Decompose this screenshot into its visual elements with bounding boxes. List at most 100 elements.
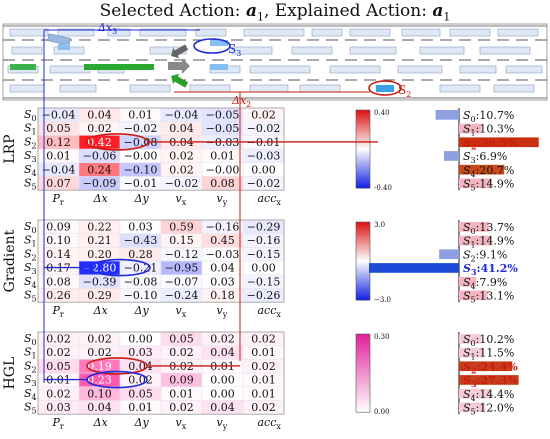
cell-value: −0.04	[42, 163, 76, 176]
cell-value: 0.08	[46, 275, 71, 288]
heatmap-border	[37, 331, 285, 415]
cell-value: 0.02	[169, 163, 194, 176]
cell-value: 0.03	[128, 221, 153, 234]
vehicle	[493, 84, 535, 93]
vehicle	[243, 28, 305, 37]
colorbar-min: −3.0	[374, 296, 391, 304]
column-label: Δy	[134, 192, 150, 205]
s2-highlight	[368, 80, 402, 96]
vehicle	[397, 65, 443, 74]
cell-value: 0.02	[251, 333, 276, 346]
column-label: Δx	[93, 416, 109, 429]
contribution-bar	[443, 151, 459, 161]
column-label: Δy	[134, 304, 150, 317]
cell-value: 0.21	[87, 234, 112, 247]
vehicle	[505, 65, 543, 74]
ego-vehicle	[84, 64, 154, 70]
contribution-bar	[459, 164, 505, 175]
vehicle	[349, 46, 397, 55]
cell-value: 0.01	[251, 346, 276, 359]
row-label: S5	[24, 401, 37, 416]
row-label: S0	[24, 332, 37, 347]
cell-value: −0.15	[247, 275, 281, 288]
cell-value: 0.00	[251, 163, 276, 176]
bar-label: S0:13.7%	[463, 221, 514, 236]
cell-value: 0.02	[128, 374, 153, 387]
cell-value: 0.14	[46, 248, 71, 261]
column-label: Pr	[52, 416, 64, 431]
cell-value: −0.12	[165, 248, 199, 261]
cell-value: −0.10	[124, 289, 158, 302]
cell-value: 0.02	[251, 109, 276, 122]
cell-value: −0.02	[247, 177, 281, 190]
cell-value: 0.20	[87, 248, 112, 261]
row-label: S5	[24, 289, 37, 304]
vehicle	[210, 64, 228, 70]
cell-value: 0.03	[210, 275, 235, 288]
cell-value: 0.23	[87, 374, 112, 387]
cell-value: −0.08	[124, 136, 158, 149]
panel-label: LRP	[2, 134, 18, 163]
driving-scene: S3 S2 Δx3 Δx2	[2, 21, 548, 109]
vehicle	[419, 46, 465, 55]
row-label: S2	[24, 247, 37, 262]
colorbar	[355, 109, 371, 189]
column-label: vy	[217, 304, 228, 319]
bar-label: S5:13.1%	[463, 290, 514, 305]
lane-change-right-icon	[171, 73, 189, 88]
lane-change-left-icon	[171, 44, 189, 59]
cell-value: 0.03	[46, 401, 71, 414]
vehicle	[9, 28, 49, 37]
cell-value: 0.59	[169, 221, 194, 234]
cell-value: 0.01	[128, 401, 153, 414]
bar-label: S5:14.9%	[463, 178, 514, 193]
vehicle	[439, 84, 481, 93]
row-label: S1	[24, 122, 37, 137]
cell-value: 0.45	[210, 234, 235, 247]
cell-value: 0.22	[87, 221, 112, 234]
bar-label: S1:11.5%	[463, 347, 514, 362]
cell-value: 0.00	[210, 374, 235, 387]
column-label: Δx	[93, 192, 109, 205]
cell-value: 0.29	[87, 289, 112, 302]
bar-label: S0:10.7%	[463, 109, 514, 124]
cell-value: −0.07	[165, 275, 199, 288]
vehicle	[479, 46, 531, 55]
cell-value: 0.05	[128, 387, 153, 400]
cell-value: 0.05	[46, 360, 71, 373]
vehicle	[47, 33, 71, 46]
cell-value: −0.29	[247, 221, 281, 234]
cell-value: −0.05	[206, 109, 240, 122]
contribution-bar	[435, 110, 459, 120]
contribution-bar	[459, 347, 485, 358]
colorbar-min: 0.00	[374, 408, 390, 416]
column-label: accx	[258, 192, 282, 207]
vehicle	[497, 28, 539, 37]
label-s3: S3	[228, 42, 241, 58]
colorbar-min: -0.40	[374, 184, 392, 192]
cell-value: 0.08	[210, 177, 235, 190]
cell-value: 0.00	[210, 387, 235, 400]
contribution-bar	[459, 276, 477, 287]
cell-value: 0.04	[87, 109, 112, 122]
cell-value: 0.02	[46, 346, 71, 359]
cell-value: 0.18	[210, 289, 235, 302]
dx3-label: Δx3	[97, 21, 117, 36]
cell-value: 0.04	[210, 262, 235, 275]
panel-label: HGL	[2, 357, 18, 390]
cell-value: 0.02	[87, 333, 112, 346]
contribution-bar	[439, 249, 459, 260]
vehicle	[129, 84, 171, 93]
vehicle-s3	[210, 40, 228, 46]
cell-value: −0.05	[206, 122, 240, 135]
cell-value: 0.04	[210, 401, 235, 414]
vehicle	[231, 46, 273, 55]
annotations	[43, 30, 378, 389]
row-label: S2	[24, 359, 37, 374]
cell-value: 0.01	[46, 150, 71, 163]
cell-value: −0.08	[124, 275, 158, 288]
contribution-bar	[459, 222, 489, 232]
cell-value: −0.16	[206, 221, 240, 234]
cell-value: −0.03	[247, 150, 281, 163]
